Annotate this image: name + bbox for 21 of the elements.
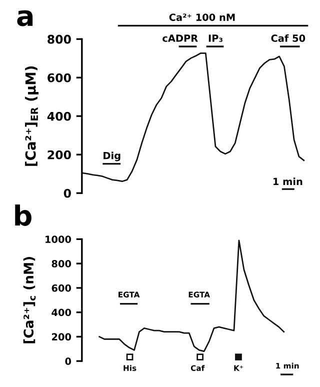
y-tick-label: 600 <box>48 73 71 82</box>
annotation: cADPR <box>162 34 198 42</box>
annotation: IP₃ <box>208 34 222 42</box>
annotation: 1 min <box>273 178 302 186</box>
y-axis-title: [Ca²⁺]$_{ER}$ (μM) <box>25 66 39 166</box>
y-tick-label: 200 <box>48 150 71 160</box>
y-tick-label: 0 <box>65 358 72 365</box>
y-tick-label: 1000 <box>46 236 72 243</box>
text: Ca²⁺ 100 nM <box>169 14 235 21</box>
y-tick-label: 400 <box>47 112 71 121</box>
y-tick-label: 600 <box>52 284 72 292</box>
annotation: Dig <box>104 152 120 162</box>
text: b <box>15 204 32 226</box>
y-tick-label: 400 <box>52 308 72 316</box>
y-tick-label: 800 <box>52 260 72 268</box>
y-tick-label: 200 <box>52 333 72 341</box>
annotation: Caf 50 <box>271 34 306 42</box>
text: a <box>17 10 33 26</box>
y-axis-title: [Ca²⁺]$_{c}$ (nM) <box>23 256 36 344</box>
y-tick-label: 0 <box>64 188 71 198</box>
y-tick-label: 800 <box>48 34 71 44</box>
